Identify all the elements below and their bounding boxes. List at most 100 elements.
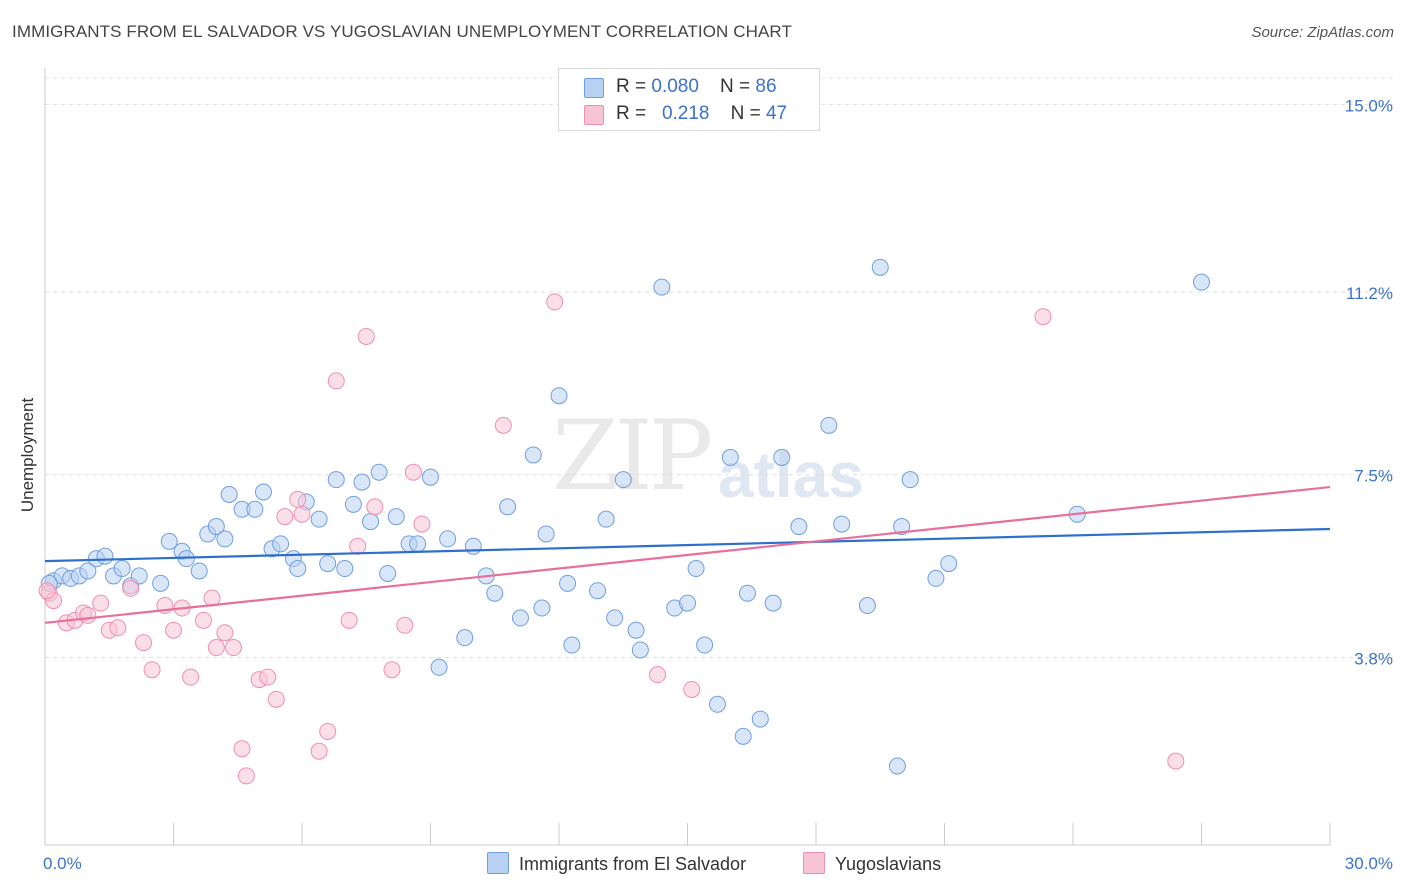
el-salvador-point	[310, 510, 328, 528]
bottom-legend-label-el-salvador: Immigrants from El Salvador	[519, 854, 747, 874]
el-salvador-point	[160, 532, 178, 550]
el-salvador-point	[353, 473, 371, 491]
yugoslavian-point	[165, 621, 182, 639]
legend-r-label: R =	[616, 103, 652, 124]
yugoslavian-point	[340, 611, 358, 629]
el-salvador-point	[533, 599, 551, 617]
el-salvador-point	[362, 513, 380, 531]
el-salvador-point	[207, 518, 225, 536]
yugoslavian-point	[1034, 308, 1052, 326]
el-salvador-point	[708, 695, 726, 713]
x-tick-label: 0.0%	[43, 854, 82, 873]
legend-n-value: 86	[755, 76, 777, 97]
el-salvador-point	[486, 584, 504, 602]
el-salvador-point	[751, 710, 769, 728]
yugoslavian-point	[293, 505, 311, 523]
yugoslavian-point	[404, 463, 422, 481]
el-salvador-point	[499, 498, 517, 516]
yugoslavian-point	[649, 666, 667, 684]
el-salvador-point	[871, 258, 889, 276]
yugoslavian-point	[396, 616, 414, 634]
yugoslavian-point	[92, 594, 110, 612]
yugoslavian-point	[319, 722, 337, 740]
y-tick-label: 15.0%	[1345, 96, 1393, 115]
yugoslavian-point	[143, 661, 161, 679]
el-salvador-point	[790, 518, 808, 536]
el-salvador-point	[370, 463, 388, 481]
el-salvador-point	[246, 500, 264, 518]
el-salvador-point	[888, 757, 906, 775]
source-credit: Source: ZipAtlas.com	[1251, 24, 1394, 41]
yugoslavian-point	[207, 639, 225, 657]
el-salvador-point	[96, 547, 114, 565]
el-salvador-point	[679, 594, 696, 612]
yugoslavian-point	[79, 606, 97, 624]
el-salvador-point	[614, 471, 632, 489]
el-salvador-point	[606, 609, 624, 627]
el-salvador-point	[422, 468, 439, 486]
el-salvador-point	[833, 515, 851, 533]
legend-n-label: N =	[720, 76, 756, 97]
yugoslavian-point	[216, 624, 234, 642]
yugoslavian-point	[366, 498, 384, 516]
el-salvador-point	[272, 535, 290, 553]
el-salvador-point	[589, 582, 607, 600]
legend-r-value: 0.218	[661, 103, 710, 124]
yugoslavian-point	[310, 742, 328, 760]
el-salvador-point	[327, 471, 345, 489]
el-salvador-point	[559, 574, 577, 592]
el-salvador-point	[409, 535, 427, 553]
y-tick-label: 7.5%	[1354, 467, 1393, 486]
bottom-legend-yugoslavians: Yugoslavians	[803, 852, 941, 876]
el-salvador-point	[439, 530, 457, 548]
el-salvador-point	[858, 597, 876, 615]
yugoslavian-point	[349, 537, 367, 555]
el-salvador-point	[379, 564, 397, 582]
bottom-legend-swatch-blue	[487, 852, 509, 875]
el-salvador-point	[430, 658, 448, 676]
yugoslavian-trendline	[44, 485, 1331, 624]
yugoslavian-point	[276, 508, 294, 526]
y-tick-label: 3.8%	[1354, 649, 1393, 668]
el-salvador-point	[113, 560, 131, 578]
el-salvador-point	[927, 569, 945, 587]
yugoslavian-point	[109, 619, 127, 637]
yugoslavian-point	[182, 668, 200, 686]
yugoslavian-point	[224, 639, 242, 657]
yugoslavian-point	[413, 515, 431, 533]
el-salvador-point	[220, 485, 238, 503]
el-salvador-point	[524, 446, 542, 464]
yugoslavian-point	[1167, 752, 1185, 770]
yugoslavian-point	[494, 416, 512, 434]
el-salvador-point	[764, 594, 782, 612]
el-salvador-point	[563, 636, 581, 654]
legend-n-label: N =	[730, 103, 766, 124]
yugoslavian-point	[357, 327, 375, 345]
legend-swatch-pink	[584, 105, 604, 125]
legend-r-value: 0.080	[651, 76, 699, 97]
yugoslavian-point	[267, 690, 285, 708]
watermark-zip: ZIP	[552, 400, 713, 512]
el-salvador-point	[289, 560, 307, 578]
correlation-legend: R = 0.080 N = 86 R = 0.218 N = 47	[558, 68, 820, 131]
yugoslavian-point	[546, 293, 564, 311]
el-salvador-point	[653, 278, 671, 296]
bottom-legend-el-salvador: Immigrants from El Salvador	[487, 852, 746, 876]
el-salvador-point	[696, 636, 714, 654]
el-salvador-point	[721, 448, 739, 466]
el-salvador-point	[79, 562, 97, 580]
yugoslavian-point	[122, 579, 140, 597]
el-salvador-point	[820, 416, 838, 434]
y-axis-label: Unemployment	[18, 397, 37, 513]
el-salvador-point	[738, 584, 756, 602]
el-salvador-point	[216, 530, 234, 548]
yugoslavian-point	[683, 680, 701, 698]
el-salvador-point	[687, 560, 705, 578]
legend-stats-yugoslavians: R = 0.218 N = 47	[616, 102, 787, 126]
el-salvador-point	[152, 574, 170, 592]
yugoslavian-point	[289, 490, 307, 508]
el-salvador-point	[254, 483, 272, 501]
el-salvador-point	[456, 629, 474, 647]
el-salvador-point	[1193, 273, 1210, 291]
